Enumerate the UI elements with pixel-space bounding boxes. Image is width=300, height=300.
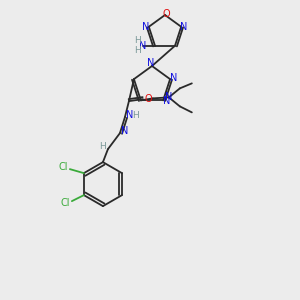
Text: O: O <box>144 94 152 104</box>
Text: H: H <box>134 36 140 45</box>
Text: N: N <box>147 58 155 68</box>
Text: Cl: Cl <box>58 162 68 172</box>
Text: N: N <box>142 22 149 32</box>
Text: Cl: Cl <box>60 198 70 208</box>
Text: H: H <box>134 46 140 55</box>
Text: N: N <box>126 110 134 120</box>
Text: N: N <box>121 126 129 136</box>
Text: N: N <box>139 41 147 51</box>
Text: N: N <box>164 96 171 106</box>
Text: O: O <box>162 9 170 19</box>
Text: N: N <box>170 73 178 83</box>
Text: N: N <box>181 22 188 32</box>
Text: H: H <box>133 111 139 120</box>
Text: N: N <box>165 92 172 102</box>
Text: H: H <box>100 142 106 151</box>
